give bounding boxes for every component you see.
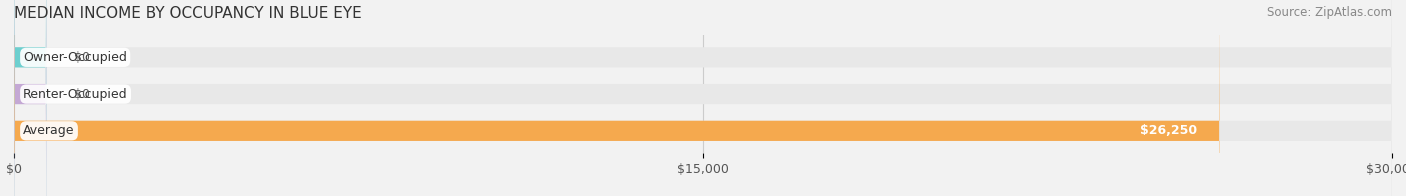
Text: Renter-Occupied: Renter-Occupied xyxy=(24,88,128,101)
Text: Owner-Occupied: Owner-Occupied xyxy=(24,51,127,64)
FancyBboxPatch shape xyxy=(14,0,1392,196)
Text: Average: Average xyxy=(24,124,75,137)
Text: Source: ZipAtlas.com: Source: ZipAtlas.com xyxy=(1267,6,1392,19)
FancyBboxPatch shape xyxy=(14,0,1219,196)
FancyBboxPatch shape xyxy=(14,0,46,196)
FancyBboxPatch shape xyxy=(14,0,1392,196)
Text: $26,250: $26,250 xyxy=(1140,124,1197,137)
Text: $0: $0 xyxy=(73,51,90,64)
FancyBboxPatch shape xyxy=(14,0,46,196)
Text: MEDIAN INCOME BY OCCUPANCY IN BLUE EYE: MEDIAN INCOME BY OCCUPANCY IN BLUE EYE xyxy=(14,6,361,21)
FancyBboxPatch shape xyxy=(14,0,1392,196)
Text: $0: $0 xyxy=(73,88,90,101)
